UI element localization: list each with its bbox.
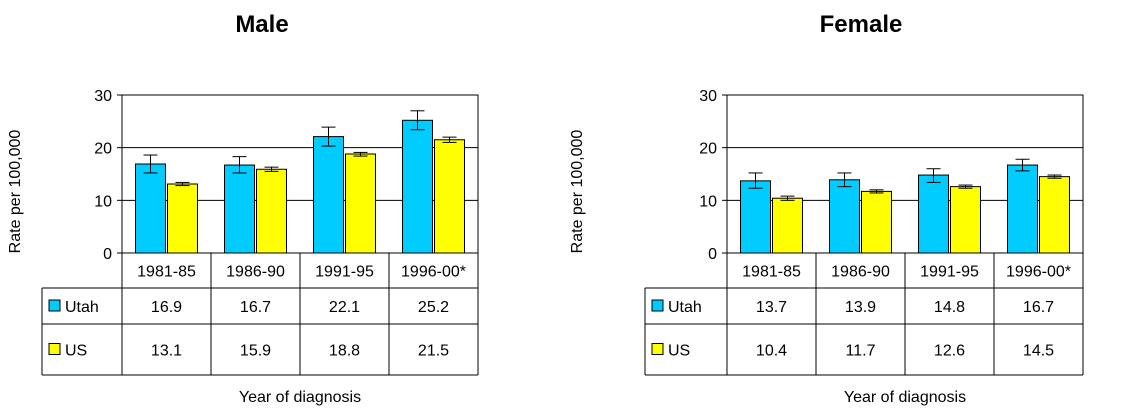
table-cell: 16.9 [151, 299, 182, 316]
legend-swatch-utah [651, 299, 664, 312]
table-cell: 11.7 [846, 343, 876, 360]
chart-title: Male [235, 11, 288, 38]
table-row-label: Utah [65, 299, 99, 316]
y-tick-label: 30 [699, 88, 717, 105]
table-cell: 16.7 [240, 299, 271, 316]
y-tick-label: 10 [94, 193, 112, 210]
table-cell: 18.8 [329, 343, 360, 360]
x-tick-label: 1986-90 [831, 264, 890, 281]
bar-us [772, 197, 803, 254]
y-tick-label: 0 [103, 246, 112, 263]
x-axis-label: Year of diagnosis [844, 389, 966, 406]
x-tick-label: 1991-95 [920, 264, 979, 281]
table-cell: 10.4 [756, 343, 787, 360]
chart-svg-male: Male Rate per 100,000 0 10 20 30 1981-85 1986-9… [7, 11, 479, 406]
table-row-label: US [668, 343, 690, 360]
table-row-label: US [65, 343, 87, 360]
x-axis-label: Year of diagnosis [239, 389, 361, 406]
bar-utah [918, 174, 949, 254]
table-row-label: Utah [668, 299, 702, 316]
bar-utah [740, 180, 771, 254]
bar-utah [313, 136, 344, 254]
table-cell: 21.5 [418, 343, 449, 360]
chart-title: Female [820, 11, 903, 38]
table-cell: 13.7 [756, 299, 787, 316]
legend-swatch-us [48, 343, 61, 355]
table-cell: 12.6 [934, 343, 965, 360]
x-tick-label: 1996-00* [1006, 264, 1071, 281]
bar-us [345, 153, 376, 254]
bar-utah [224, 164, 255, 254]
y-tick-label: 30 [94, 88, 112, 105]
x-tick-label: 1986-90 [226, 264, 285, 281]
x-tick-label: 1981-85 [742, 264, 801, 281]
y-tick-label: 0 [708, 246, 717, 263]
y-tick-label: 20 [699, 141, 717, 158]
bar-us [256, 168, 287, 254]
bar-utah [402, 119, 433, 254]
table-cell: 14.8 [934, 299, 965, 316]
bar-us [861, 190, 892, 254]
bar-us [167, 183, 198, 254]
bar-utah [1007, 164, 1038, 254]
x-tick-label: 1981-85 [137, 264, 196, 281]
table-cell: 13.9 [845, 299, 876, 316]
bar-us [1039, 176, 1070, 254]
bar-us [434, 139, 465, 254]
bar-us [950, 186, 981, 254]
y-axis-label: Rate per 100,000 [569, 130, 586, 254]
legend-swatch-utah [48, 299, 61, 312]
legend-swatch-us [651, 343, 664, 355]
y-axis-label: Rate per 100,000 [7, 130, 24, 254]
y-tick-label: 10 [699, 193, 717, 210]
chart-panel-female: Female Rate per 100,000 0 10 20 30 1981-85 1986… [562, 0, 1124, 412]
table-cell: 22.1 [329, 299, 360, 316]
table-cell: 13.1 [151, 343, 182, 360]
chart-svg-female: Female Rate per 100,000 0 10 20 30 1981-85 1986… [569, 11, 1084, 406]
x-tick-label: 1991-95 [315, 264, 374, 281]
y-tick-label: 20 [94, 141, 112, 158]
chart-panel-male: Male Rate per 100,000 0 10 20 30 1981-85 1986-9… [0, 0, 562, 412]
table-cell: 16.7 [1023, 299, 1054, 316]
x-tick-label: 1996-00* [401, 264, 466, 281]
table-cell: 25.2 [418, 299, 449, 316]
bar-utah [135, 163, 166, 254]
bar-utah [829, 179, 860, 254]
table-cell: 15.9 [240, 343, 271, 360]
table-cell: 14.5 [1023, 343, 1054, 360]
